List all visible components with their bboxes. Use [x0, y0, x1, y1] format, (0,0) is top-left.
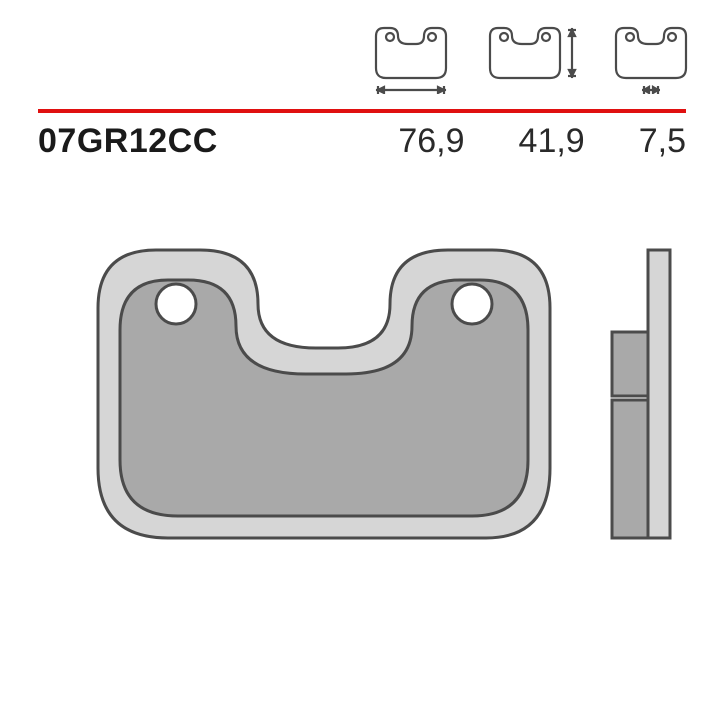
dimension-width-value: 76,9 — [398, 122, 464, 161]
separator-line — [38, 100, 686, 104]
dimensions-group: 76,9 41,9 7,5 — [398, 122, 686, 161]
dimension-height-value: 41,9 — [519, 122, 585, 161]
part-number: 07GR12CC — [38, 122, 218, 161]
spec-data-row: 07GR12CC 76,9 41,9 7,5 — [38, 122, 686, 161]
product-spec-card: 07GR12CC 76,9 41,9 7,5 — [0, 0, 724, 724]
dimension-icons-row — [358, 24, 698, 94]
dimension-thickness-value: 7,5 — [639, 122, 686, 161]
brake-pad-side-view — [612, 250, 670, 538]
dimension-thickness-icon — [602, 24, 698, 94]
dimension-width-icon — [358, 24, 454, 94]
product-illustration — [38, 238, 686, 578]
dimension-height-icon — [476, 24, 580, 94]
brake-pad-front-view — [98, 250, 550, 538]
